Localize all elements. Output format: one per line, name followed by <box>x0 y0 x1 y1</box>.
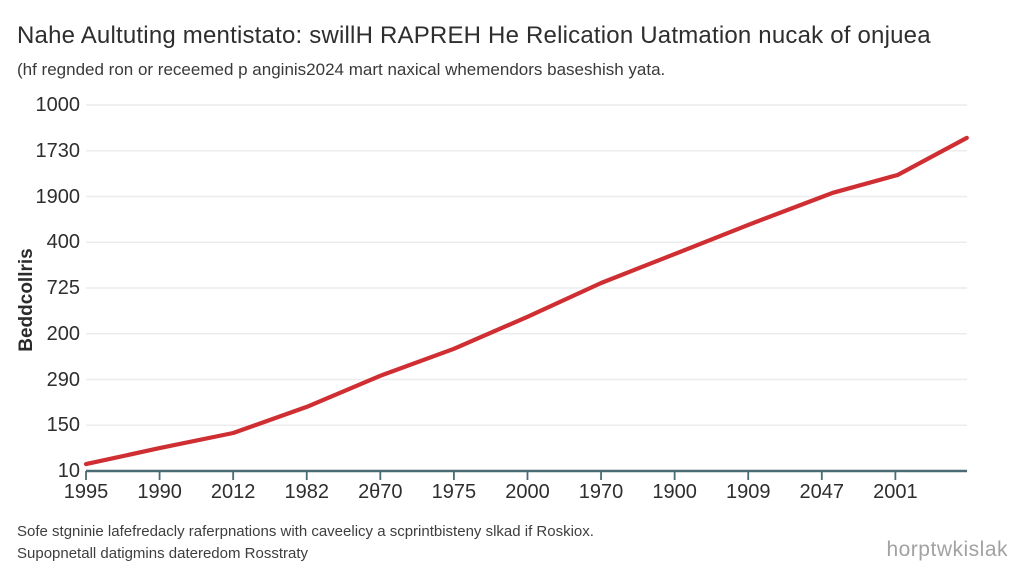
x-tick-label: 1900 <box>652 481 697 503</box>
x-tick-label: 2012 <box>210 481 256 503</box>
source-note-line2: Supopnetall datigmins dateredom Rosstrat… <box>17 545 308 562</box>
y-tick-label: 150 <box>46 414 80 437</box>
y-tick-label: 1900 <box>35 185 81 208</box>
chart-subtitle: (hf regnded ron or receemed p anginis202… <box>17 60 666 79</box>
x-tick-label: 1975 <box>431 481 477 503</box>
y-tick-label: 290 <box>46 368 80 391</box>
y-tick-label: 200 <box>46 322 80 345</box>
y-tick-label: 10 <box>57 460 80 482</box>
x-tick-label: 2001 <box>873 481 918 503</box>
y-tick-label: 400 <box>46 231 80 254</box>
x-tick-label: 1970 <box>578 481 624 503</box>
x-tick-label: 2θ70 <box>358 481 403 503</box>
watermark-text: horptwkislak <box>886 538 1008 561</box>
x-tick-label: 1982 <box>284 481 329 503</box>
x-tick-label: 1995 <box>63 481 109 503</box>
x-tick-label: 1990 <box>137 481 182 503</box>
x-tick-label: 2047 <box>799 481 845 503</box>
red-trend-line <box>83 135 969 467</box>
y-tick-label: 1730 <box>35 139 81 162</box>
y-tick-label: 725 <box>46 277 80 299</box>
y-tick-label: 1000 <box>35 94 81 116</box>
source-note-line1: Sofe stgninie lafefredacly raferpnations… <box>17 523 594 540</box>
x-tick-label: 1909 <box>725 481 771 503</box>
chart-title: Nahe Aultuting mentistato: swillH RAPREH… <box>17 22 931 49</box>
x-tick-label: 2000 <box>505 481 550 503</box>
